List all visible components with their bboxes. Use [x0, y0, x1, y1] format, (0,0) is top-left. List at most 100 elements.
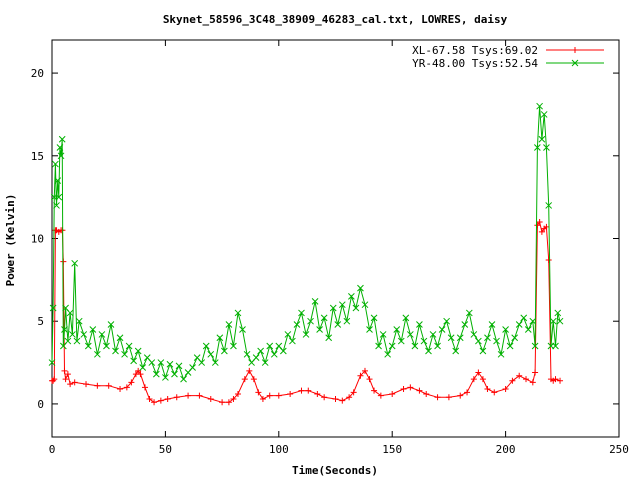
data-point	[52, 160, 59, 168]
data-point	[384, 350, 392, 358]
data-point	[543, 144, 550, 151]
data-point	[157, 397, 164, 404]
data-point	[348, 293, 355, 300]
x-tick-label: 100	[269, 443, 289, 456]
data-point	[80, 331, 88, 338]
data-point	[515, 321, 523, 328]
data-point	[375, 342, 382, 350]
data-point	[196, 392, 203, 399]
data-point	[545, 202, 553, 209]
data-point	[357, 284, 364, 292]
data-point	[425, 347, 432, 355]
x-tick-label: 250	[609, 443, 629, 456]
data-point	[198, 359, 206, 366]
x-tick-label: 0	[49, 443, 56, 456]
data-point	[314, 390, 321, 397]
data-point	[162, 374, 169, 381]
data-point	[370, 314, 378, 322]
data-point	[152, 370, 160, 378]
data-point	[506, 342, 514, 350]
data-point	[352, 304, 360, 312]
data-point	[69, 331, 76, 338]
data-point	[48, 359, 56, 366]
data-point	[321, 394, 328, 401]
data-point	[464, 389, 471, 396]
data-point	[488, 321, 496, 328]
data-point	[94, 350, 101, 358]
data-point	[75, 317, 83, 325]
data-point	[502, 326, 509, 333]
data-point	[112, 347, 119, 355]
data-point	[516, 372, 523, 379]
data-point	[241, 376, 248, 383]
data-point	[447, 334, 455, 342]
chart-title: Skynet_58596_3C48_38909_46283_cal.txt, L…	[163, 13, 508, 26]
data-point	[406, 331, 414, 338]
data-point	[98, 331, 106, 338]
data-point	[62, 376, 69, 383]
data-point	[66, 309, 74, 317]
data-point	[491, 389, 498, 396]
data-point	[230, 395, 237, 402]
data-point	[55, 193, 63, 201]
data-point	[523, 376, 530, 383]
data-point	[221, 347, 228, 355]
data-point	[53, 202, 60, 209]
data-point	[146, 395, 153, 402]
y-tick-label: 15	[31, 150, 44, 163]
data-point	[67, 381, 74, 388]
data-point	[279, 347, 287, 355]
data-point	[73, 337, 81, 345]
data-point	[343, 317, 351, 325]
data-point	[556, 317, 564, 325]
data-point	[536, 218, 543, 225]
data-point	[511, 334, 519, 342]
data-point	[230, 342, 237, 350]
data-point	[457, 392, 464, 399]
data-point	[148, 359, 156, 366]
data-point	[298, 309, 305, 317]
data-point	[166, 360, 174, 368]
data-point	[543, 223, 550, 230]
data-point	[532, 369, 539, 376]
data-point	[207, 395, 214, 402]
data-point	[438, 326, 446, 333]
data-point	[211, 359, 219, 366]
data-point	[130, 357, 138, 365]
data-point	[246, 367, 253, 374]
axis-ticks: 0 50 100 150 200 250 0 5 10 15 20	[31, 40, 629, 456]
data-point	[207, 350, 215, 358]
data-point	[484, 334, 491, 342]
legend-marker	[571, 59, 579, 67]
data-point	[509, 377, 516, 384]
data-point	[434, 342, 441, 350]
data-point	[361, 301, 369, 309]
data-point	[388, 342, 396, 350]
data-point	[173, 394, 180, 401]
data-point	[125, 342, 133, 350]
data-point	[338, 301, 346, 309]
data-point	[64, 371, 71, 378]
data-point	[261, 359, 269, 366]
data-point	[407, 384, 414, 391]
data-point	[361, 367, 368, 374]
data-point	[135, 367, 142, 374]
data-point	[71, 379, 78, 386]
data-point	[49, 304, 57, 312]
data-point	[554, 309, 562, 317]
data-point	[137, 371, 144, 378]
data-point	[456, 334, 464, 342]
data-point	[266, 342, 274, 350]
data-point	[420, 337, 428, 345]
data-point	[400, 386, 407, 393]
data-point	[243, 350, 251, 358]
data-point	[320, 314, 328, 322]
legend-label: XL-67.58 Tsys:69.02	[412, 44, 538, 57]
data-point	[298, 387, 305, 394]
data-point	[171, 370, 178, 378]
data-point	[520, 314, 528, 322]
data-point	[329, 304, 337, 312]
data-point	[524, 326, 532, 333]
data-point	[141, 384, 148, 391]
